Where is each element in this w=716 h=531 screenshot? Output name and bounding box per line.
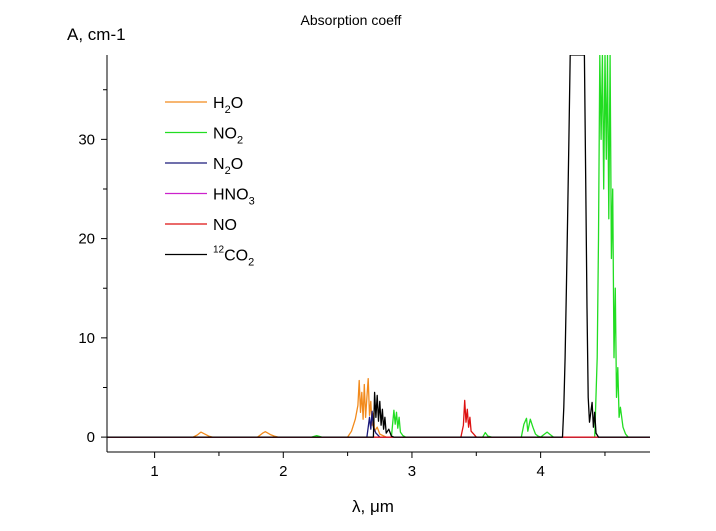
y-tick-label: 10 [78,330,95,347]
x-tick-label: 3 [408,463,416,480]
legend: H2O NO2 N2O HNO3 NO 12CO2 [165,95,255,269]
chart-title: Absorption coeff [301,12,402,28]
y-tick-label: 30 [78,131,95,148]
series-line-4 [107,399,650,438]
legend-label: NO [213,217,237,234]
y-tick-label: 0 [87,429,95,446]
series-line-2 [107,410,650,438]
y-tick-label: 20 [78,231,95,248]
legend-label: NO2 [213,126,243,147]
y-axis-label: A, cm-1 [67,25,126,44]
x-axis-label: λ, μm [352,497,394,516]
plot-area [107,55,650,438]
legend-label: 12CO2 [213,245,254,269]
x-tick-label: 4 [536,463,544,480]
x-tick-label: 1 [150,463,158,480]
series-line-0 [107,377,650,438]
x-tick-label: 2 [279,463,287,480]
legend-label: H2O [213,95,243,116]
legend-label: N2O [213,156,243,177]
series-line-5 [107,55,650,438]
axes: 1 2 3 4 0 10 20 30 [78,55,650,480]
series-line-1 [107,55,650,438]
legend-label: HNO3 [213,187,255,208]
